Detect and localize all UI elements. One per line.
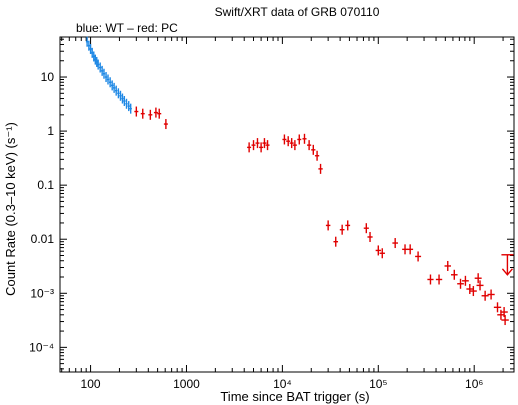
pc-point: [140, 108, 145, 119]
upper-limit-arrow: [501, 254, 514, 276]
pc-point: [292, 140, 297, 151]
y-tick-label: 0.01: [31, 232, 55, 246]
pc-point: [255, 138, 260, 149]
pc-point: [481, 290, 489, 301]
x-tick-label: 100: [81, 377, 101, 391]
pc-point: [407, 244, 414, 255]
y-tick-label: 0.1: [37, 178, 54, 192]
wt-point: [85, 36, 89, 47]
pc-point: [265, 140, 270, 151]
pc-point: [134, 106, 139, 117]
pc-point: [427, 274, 434, 285]
pc-point: [262, 138, 267, 149]
pc-point: [457, 278, 464, 289]
data-points: [85, 36, 514, 326]
pc-point: [318, 163, 323, 174]
pc-point: [153, 107, 158, 118]
pc-point: [339, 224, 345, 235]
pc-point: [247, 142, 252, 153]
pc-point: [297, 134, 302, 145]
pc-point: [325, 220, 331, 231]
pc-point: [444, 260, 451, 271]
pc-point: [392, 238, 398, 249]
chart-subtitle: blue: WT – red: PC: [76, 21, 178, 35]
pc-point: [363, 223, 369, 234]
y-axis-label: Count Rate (0.3–10 keV) (s⁻¹): [3, 122, 18, 296]
pc-point: [435, 274, 443, 285]
y-tick-label: 1: [47, 124, 54, 138]
wt-point: [96, 59, 100, 70]
pc-point: [379, 248, 385, 259]
pc-point: [163, 119, 168, 130]
wt-point: [108, 77, 112, 88]
pc-point: [289, 138, 294, 149]
x-axis-label: Time since BAT trigger (s): [220, 389, 369, 404]
pc-point: [302, 133, 307, 144]
pc-point: [307, 140, 312, 151]
x-tick-labels: 100 1000 10⁴ 10⁵ 10⁶: [81, 377, 484, 391]
wt-point: [98, 62, 102, 73]
pc-point: [157, 108, 162, 119]
y-tick-label: 10⁻³: [30, 286, 54, 300]
wt-point: [119, 90, 122, 101]
wt-point: [121, 93, 124, 104]
pc-point: [251, 140, 256, 151]
wt-point: [100, 65, 104, 76]
wt-point: [104, 72, 108, 83]
y-tick-label: 10: [41, 70, 55, 84]
pc-point: [476, 280, 484, 291]
wt-point: [125, 98, 128, 109]
pc-point: [402, 244, 408, 255]
pc-point: [462, 275, 469, 286]
axis-ticks: [60, 37, 514, 372]
wt-point: [102, 68, 106, 79]
wt-point: [106, 74, 110, 85]
wt-point: [129, 103, 132, 114]
pc-point: [474, 273, 482, 284]
pc-point: [493, 302, 502, 313]
pc-point: [282, 134, 287, 145]
pc-point: [469, 286, 477, 297]
y-tick-labels: 10 1 0.1 0.01 10⁻³ 10⁻⁴: [29, 70, 54, 354]
x-tick-label: 1000: [173, 377, 200, 391]
wt-point: [112, 82, 116, 93]
pc-point: [345, 220, 351, 231]
wt-point: [114, 85, 118, 96]
pc-point: [148, 109, 153, 120]
wt-point: [117, 88, 120, 99]
wt-point: [110, 80, 114, 91]
pc-point: [466, 284, 474, 295]
wt-point: [87, 40, 91, 51]
wt-point: [92, 51, 95, 62]
plot-frame: [59, 36, 515, 373]
x-tick-label: 10⁶: [465, 377, 483, 391]
y-tick-label: 10⁻⁴: [29, 340, 54, 354]
x-tick-label: 10⁴: [273, 377, 292, 391]
pc-point: [500, 307, 508, 318]
wt-point: [127, 101, 130, 112]
pc-point: [375, 245, 381, 256]
pc-point: [487, 289, 495, 300]
pc-point: [286, 136, 291, 147]
chart-title: Swift/XRT data of GRB 070110: [215, 5, 380, 19]
pc-point: [311, 144, 316, 155]
wt-point: [91, 47, 94, 58]
pc-point: [501, 315, 509, 326]
pc-point: [451, 269, 458, 280]
pc-point: [415, 251, 422, 262]
pc-point: [333, 236, 339, 247]
pc-point: [367, 231, 373, 242]
wt-point: [89, 43, 92, 54]
pc-point: [259, 142, 264, 153]
x-tick-label: 10⁵: [369, 377, 387, 391]
pc-point: [314, 150, 320, 161]
wt-point: [123, 96, 126, 107]
